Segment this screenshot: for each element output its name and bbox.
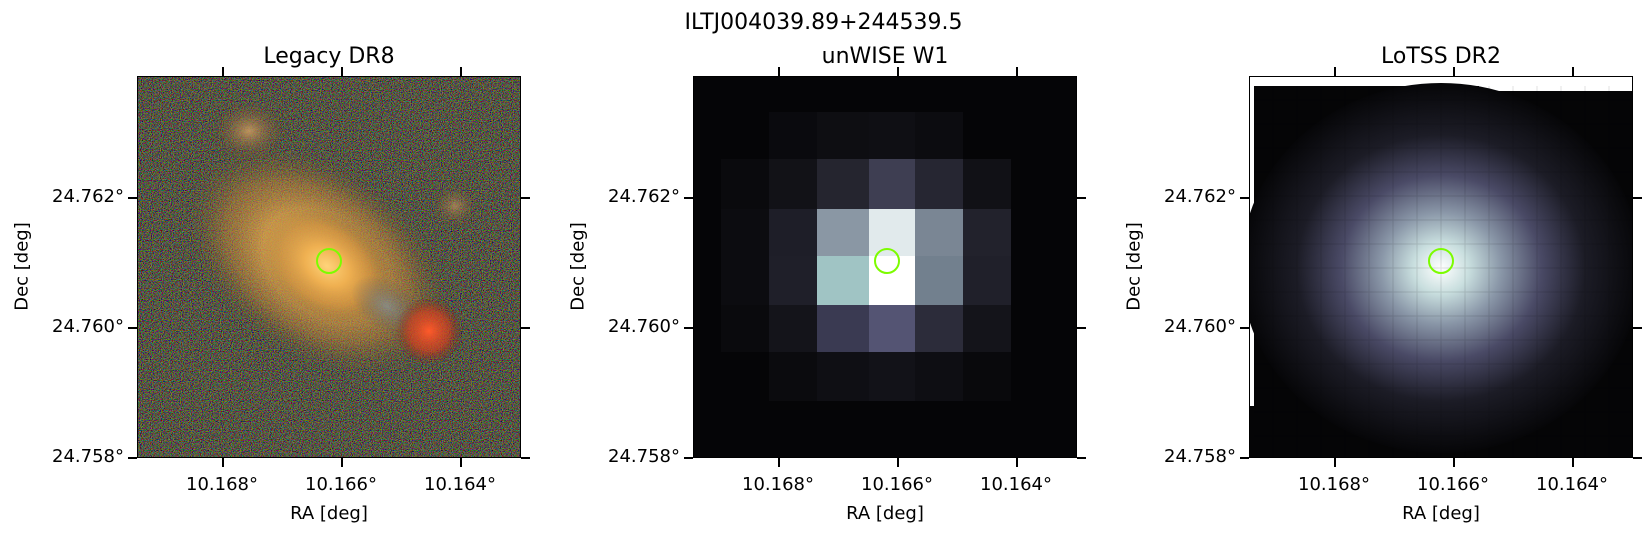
ytick-label: 24.758°: [52, 446, 124, 467]
xtick-label: 10.168°: [1298, 474, 1370, 495]
panel-title-unwise: unWISE W1: [821, 44, 949, 69]
unwise-image: [693, 76, 1077, 458]
ytick-mark-right: [521, 197, 530, 199]
xtick-mark-top: [778, 67, 780, 76]
xtick-label: 10.168°: [186, 474, 258, 495]
ytick-mark-right: [521, 327, 530, 329]
ytick-label: 24.760°: [1164, 316, 1236, 337]
ytick-mark: [1240, 197, 1249, 199]
xtick-label: 10.166°: [861, 474, 933, 495]
xtick-label: 10.164°: [980, 474, 1052, 495]
panel-title-lotss: LoTSS DR2: [1381, 44, 1501, 69]
ytick-mark-right: [1077, 457, 1086, 459]
ytick-mark-right: [1633, 457, 1642, 459]
xtick-label: 10.164°: [1536, 474, 1608, 495]
xtick-mark: [341, 458, 343, 467]
ytick-mark: [1240, 327, 1249, 329]
y-axis-label: Dec [deg]: [567, 222, 589, 311]
ytick-mark-right: [1633, 327, 1642, 329]
ytick-mark-right: [1077, 327, 1086, 329]
ytick-label: 24.762°: [1164, 186, 1236, 207]
source-marker-unwise: [874, 248, 900, 274]
ytick-label: 24.762°: [52, 186, 124, 207]
axes-unwise: [693, 76, 1077, 458]
ytick-mark-right: [521, 457, 530, 459]
xtick-mark-top: [897, 67, 899, 76]
source-marker-legacy: [316, 248, 342, 274]
axes-lotss: [1249, 76, 1633, 458]
source-marker-lotss: [1428, 248, 1454, 274]
ytick-label: 24.758°: [1164, 446, 1236, 467]
xtick-label: 10.166°: [1417, 474, 1489, 495]
ytick-label: 24.758°: [608, 446, 680, 467]
ytick-mark: [684, 327, 693, 329]
xtick-mark-top: [1334, 67, 1336, 76]
ytick-mark: [128, 197, 137, 199]
xtick-label: 10.166°: [305, 474, 377, 495]
xtick-label: 10.164°: [424, 474, 496, 495]
figure-title: ILTJ004039.89+244539.5: [684, 10, 963, 35]
xtick-mark: [778, 458, 780, 467]
ytick-label: 24.760°: [52, 316, 124, 337]
x-axis-label: RA [deg]: [846, 503, 924, 524]
ytick-mark: [1240, 457, 1249, 459]
ytick-mark: [684, 457, 693, 459]
xtick-mark: [1016, 458, 1018, 467]
xtick-mark: [1453, 458, 1455, 467]
panel-title-legacy: Legacy DR8: [263, 44, 395, 69]
xtick-mark: [222, 458, 224, 467]
ytick-label: 24.762°: [608, 186, 680, 207]
xtick-mark-top: [1453, 67, 1455, 76]
xtick-mark-top: [222, 67, 224, 76]
xtick-mark: [1334, 458, 1336, 467]
ytick-mark: [128, 457, 137, 459]
ytick-mark-right: [1633, 197, 1642, 199]
xtick-mark-top: [1016, 67, 1018, 76]
xtick-label: 10.168°: [742, 474, 814, 495]
xtick-mark: [460, 458, 462, 467]
x-axis-label: RA [deg]: [290, 503, 368, 524]
xtick-mark: [1572, 458, 1574, 467]
ytick-mark-right: [1077, 197, 1086, 199]
axes-legacy: [137, 76, 521, 458]
xtick-mark-top: [1572, 67, 1574, 76]
y-axis-label: Dec [deg]: [11, 222, 33, 311]
xtick-mark-top: [460, 67, 462, 76]
ytick-mark: [128, 327, 137, 329]
ytick-label: 24.760°: [608, 316, 680, 337]
y-axis-label: Dec [deg]: [1123, 222, 1145, 311]
xtick-mark: [897, 458, 899, 467]
ytick-mark: [684, 197, 693, 199]
x-axis-label: RA [deg]: [1402, 503, 1480, 524]
xtick-mark-top: [341, 67, 343, 76]
